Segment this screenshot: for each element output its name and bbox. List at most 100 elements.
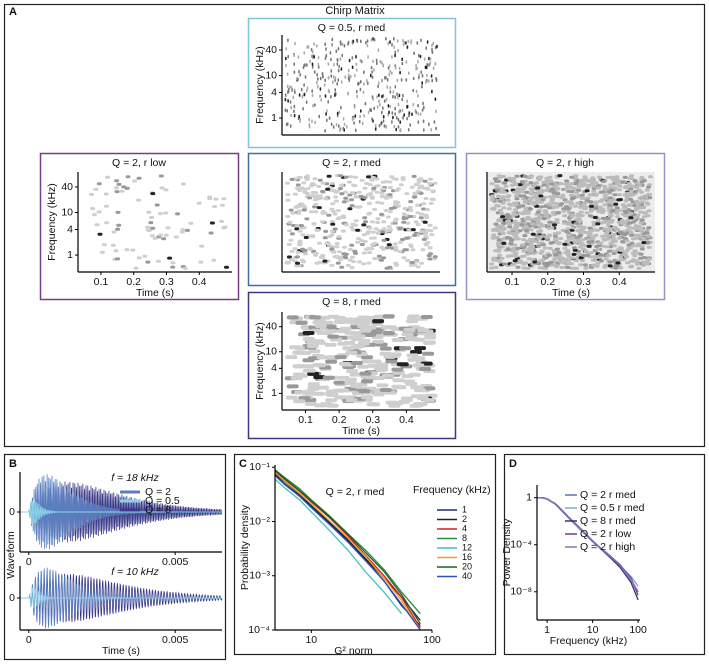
spectrogram-texture <box>595 184 601 188</box>
spectrogram-texture <box>588 251 594 255</box>
spectrogram-texture <box>420 248 426 252</box>
spectrogram-texture <box>329 247 335 251</box>
spectrogram-texture <box>327 334 340 339</box>
spectrogram-texture <box>562 242 568 246</box>
spectrogram-texture <box>366 261 372 265</box>
spectrogram-texture <box>496 194 501 198</box>
spectrogram-texture <box>387 186 393 189</box>
spectrogram-texture <box>353 219 359 223</box>
spectrogram-texture <box>337 78 340 82</box>
spectrogram-texture <box>512 190 518 194</box>
panel-label: B <box>9 458 17 470</box>
legend-label: Q = 2 r med <box>580 489 636 501</box>
spectrogram-texture <box>336 82 338 86</box>
subplot-title: Q = 0.5, r med <box>318 22 386 34</box>
spectrogram-texture <box>349 266 355 269</box>
spectrogram-texture <box>417 94 419 98</box>
spectrogram-texture <box>559 266 565 269</box>
spectrogram-texture <box>397 250 403 253</box>
spectrogram-texture <box>320 98 322 102</box>
spectrogram-texture <box>221 226 227 230</box>
spectrogram-texture <box>385 97 388 102</box>
spectrogram-texture <box>584 211 590 215</box>
spectrogram-texture <box>303 236 309 239</box>
spectrogram-texture <box>596 175 602 179</box>
spectrogram-texture <box>636 183 642 187</box>
spectrogram-texture <box>308 125 311 129</box>
spectrogram-texture <box>423 234 429 238</box>
spectrogram-texture <box>311 93 314 97</box>
legend-label: 40 <box>462 571 472 581</box>
spectrogram-texture <box>392 94 394 99</box>
spectrogram-texture <box>597 244 602 248</box>
x-tick-label: 0.4 <box>612 276 627 288</box>
spectrogram-texture <box>627 221 633 225</box>
spectrogram-texture <box>297 189 303 193</box>
spectrogram-texture <box>284 93 287 97</box>
spectrogram-texture <box>330 95 332 99</box>
spectrogram-texture <box>302 337 315 341</box>
spectrogram-texture <box>542 266 548 270</box>
spectrogram-texture <box>575 201 581 205</box>
spectrogram-texture <box>347 91 349 96</box>
spectrogram-texture <box>537 266 543 270</box>
spectrogram-texture <box>363 82 365 86</box>
spectrogram-texture <box>537 259 543 263</box>
spectrogram-texture <box>409 185 415 189</box>
panel-frame <box>233 453 497 656</box>
spectrogram-texture <box>133 266 139 270</box>
spectrogram-texture <box>602 254 608 257</box>
spectrogram-texture <box>385 359 398 364</box>
spectrogram-texture <box>334 242 340 245</box>
spectrogram-texture <box>398 93 401 98</box>
spectrogram-texture <box>182 266 188 270</box>
spectrogram-texture <box>512 259 518 263</box>
data-line <box>274 472 421 631</box>
spectrogram-texture <box>90 207 96 210</box>
spectrogram-texture <box>584 189 590 193</box>
spectrogram-texture <box>285 215 291 218</box>
spectrogram-texture <box>417 112 419 116</box>
spectrogram-texture <box>326 393 339 397</box>
spectrogram-texture <box>391 43 393 47</box>
spectrogram-texture <box>344 75 347 79</box>
spectrogram-texture <box>538 194 544 198</box>
spectrogram-texture <box>329 189 334 193</box>
spectrogram-texture <box>615 215 621 219</box>
spectrogram-texture <box>312 104 314 108</box>
spectrogram-texture <box>343 122 346 127</box>
spectrogram-texture <box>103 192 109 196</box>
spectrogram-texture <box>602 185 608 188</box>
spectrogram-texture <box>402 116 404 120</box>
spectrogram-texture <box>393 45 395 49</box>
spectrogram-texture <box>387 41 389 46</box>
spectrogram-texture <box>387 210 393 214</box>
spectrogram-texture <box>628 187 634 191</box>
spectrogram-texture <box>540 224 546 228</box>
spectrogram-texture <box>285 56 287 61</box>
spectrogram-texture <box>505 198 511 202</box>
spectrogram-texture <box>602 193 608 197</box>
spectrogram-texture <box>297 229 303 233</box>
spectrogram-texture <box>161 237 167 241</box>
spectrogram-texture <box>598 259 604 263</box>
spectrogram-texture <box>393 246 399 249</box>
spectrogram-texture <box>330 122 333 126</box>
spectrogram-texture <box>318 315 331 320</box>
spectrogram-texture <box>94 223 100 227</box>
spectrogram-texture <box>628 174 634 178</box>
spectrogram-texture <box>625 261 631 265</box>
spectrogram-texture <box>284 97 287 102</box>
spectrogram-texture <box>586 233 592 237</box>
panel-frame <box>503 453 706 656</box>
spectrogram-texture <box>522 234 528 238</box>
spectrogram-texture <box>376 105 379 109</box>
spectrogram-texture <box>550 197 556 201</box>
spectrogram-texture <box>304 217 310 221</box>
spectrogram-texture <box>416 66 418 71</box>
spectrogram-texture <box>371 95 374 99</box>
spectrogram-texture <box>332 80 334 84</box>
spectrogram-texture <box>336 62 339 66</box>
spectrogram-texture <box>297 77 299 82</box>
spectrogram-texture <box>397 48 399 53</box>
